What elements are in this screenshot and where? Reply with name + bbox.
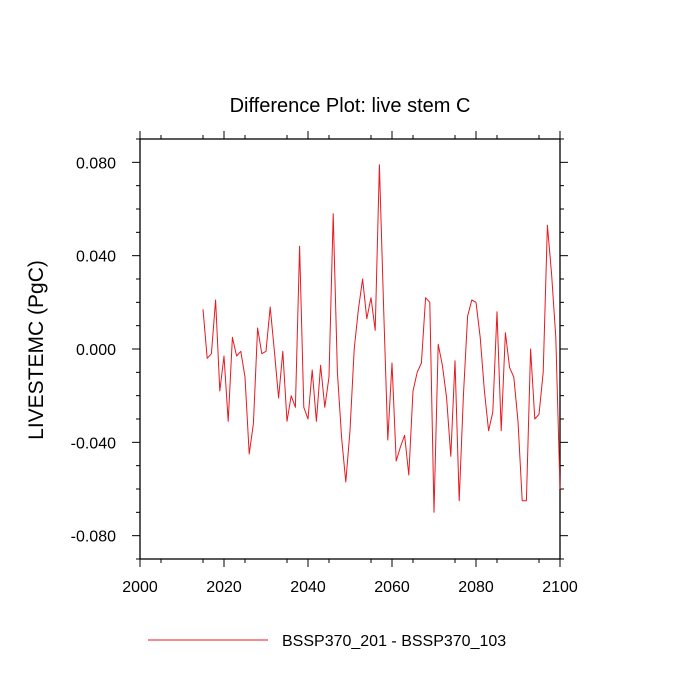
x-tick-label: 2100 <box>542 579 578 596</box>
y-tick-label: 0.040 <box>76 249 116 266</box>
plot-area <box>139 138 561 560</box>
x-tick-label: 2040 <box>290 579 326 596</box>
x-tick-label: 2000 <box>122 579 158 596</box>
legend-label: BSSP370_201 - BSSP370_103 <box>282 633 506 650</box>
x-tick-label: 2080 <box>458 579 494 596</box>
x-tick-label: 2060 <box>374 579 410 596</box>
y-tick-label: -0.080 <box>71 529 116 546</box>
legend: BSSP370_201 - BSSP370_103 <box>148 633 506 650</box>
y-tick-label: 0.000 <box>76 342 116 359</box>
plot-frame <box>139 138 561 560</box>
axis-ticks: 2000 2020 2040 2060 2080 2100 -0.080 -0.040 0.00… <box>71 131 578 596</box>
series-group <box>202 164 561 513</box>
y-tick-label: 0.080 <box>76 155 116 172</box>
y-tick-label: -0.040 <box>71 435 116 452</box>
series-line <box>202 164 561 513</box>
chart-title: Difference Plot: live stem C <box>230 95 471 117</box>
y-axis-label: LIVESTEMC (PgC) <box>25 260 48 440</box>
x-tick-label: 2020 <box>206 579 242 596</box>
